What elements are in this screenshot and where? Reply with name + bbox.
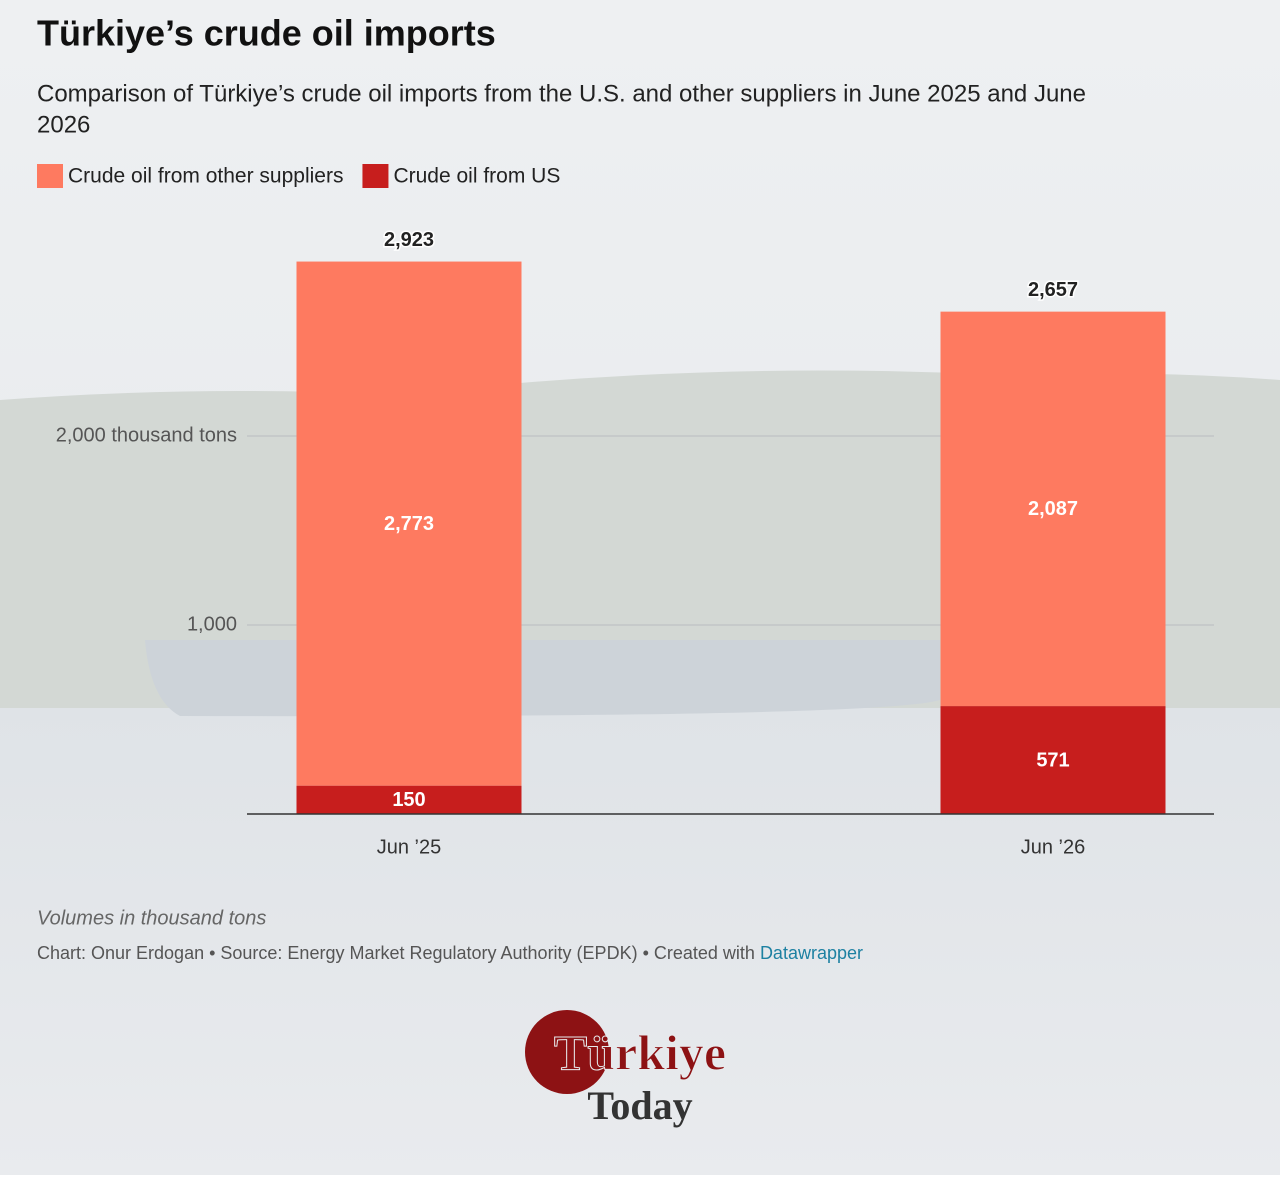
value-label: 150 [392,789,425,811]
subtitle: 2026 [37,111,90,138]
bar-segment [296,785,522,814]
bar-segment [296,261,522,786]
y-tick-label: 2,000 thousand tons [56,424,237,446]
credit-link[interactable]: Datawrapper [760,943,863,963]
credit-text: Chart: Onur Erdogan • Source: Energy Mar… [37,943,755,963]
logo-title: Türkiye [554,1024,726,1080]
value-label: 2,087 [1028,498,1078,520]
y-tick-label: 1,000 [187,613,237,635]
value-label: 2,773 [384,513,434,535]
legend: Crude oil from other suppliers Crude oil … [37,164,560,188]
legend-swatch [362,164,389,188]
credit: Chart: Onur Erdogan • Source: Energy Mar… [37,943,863,963]
note: Volumes in thousand tons [37,907,266,929]
logo-mark [525,1010,609,1094]
total-label: 2,923 [384,229,434,251]
legend-swatch [37,164,63,188]
legend-label: Crude oil from other suppliers [68,165,343,188]
bar-segment [940,706,1166,814]
x-tick-label: Jun ’25 [377,836,442,858]
bar-segment [940,311,1166,707]
value-label: 571 [1036,749,1069,771]
legend-label: Crude oil from US [393,165,560,188]
x-tick-label: Jun ’26 [1021,836,1086,858]
ship [145,640,940,717]
chart-title: Türkiye’s crude oil imports [37,13,496,54]
total-label: 2,657 [1028,279,1078,301]
subtitle: Comparison of Türkiye’s crude oil import… [37,80,1086,107]
logo-subtitle: Today [587,1083,692,1128]
